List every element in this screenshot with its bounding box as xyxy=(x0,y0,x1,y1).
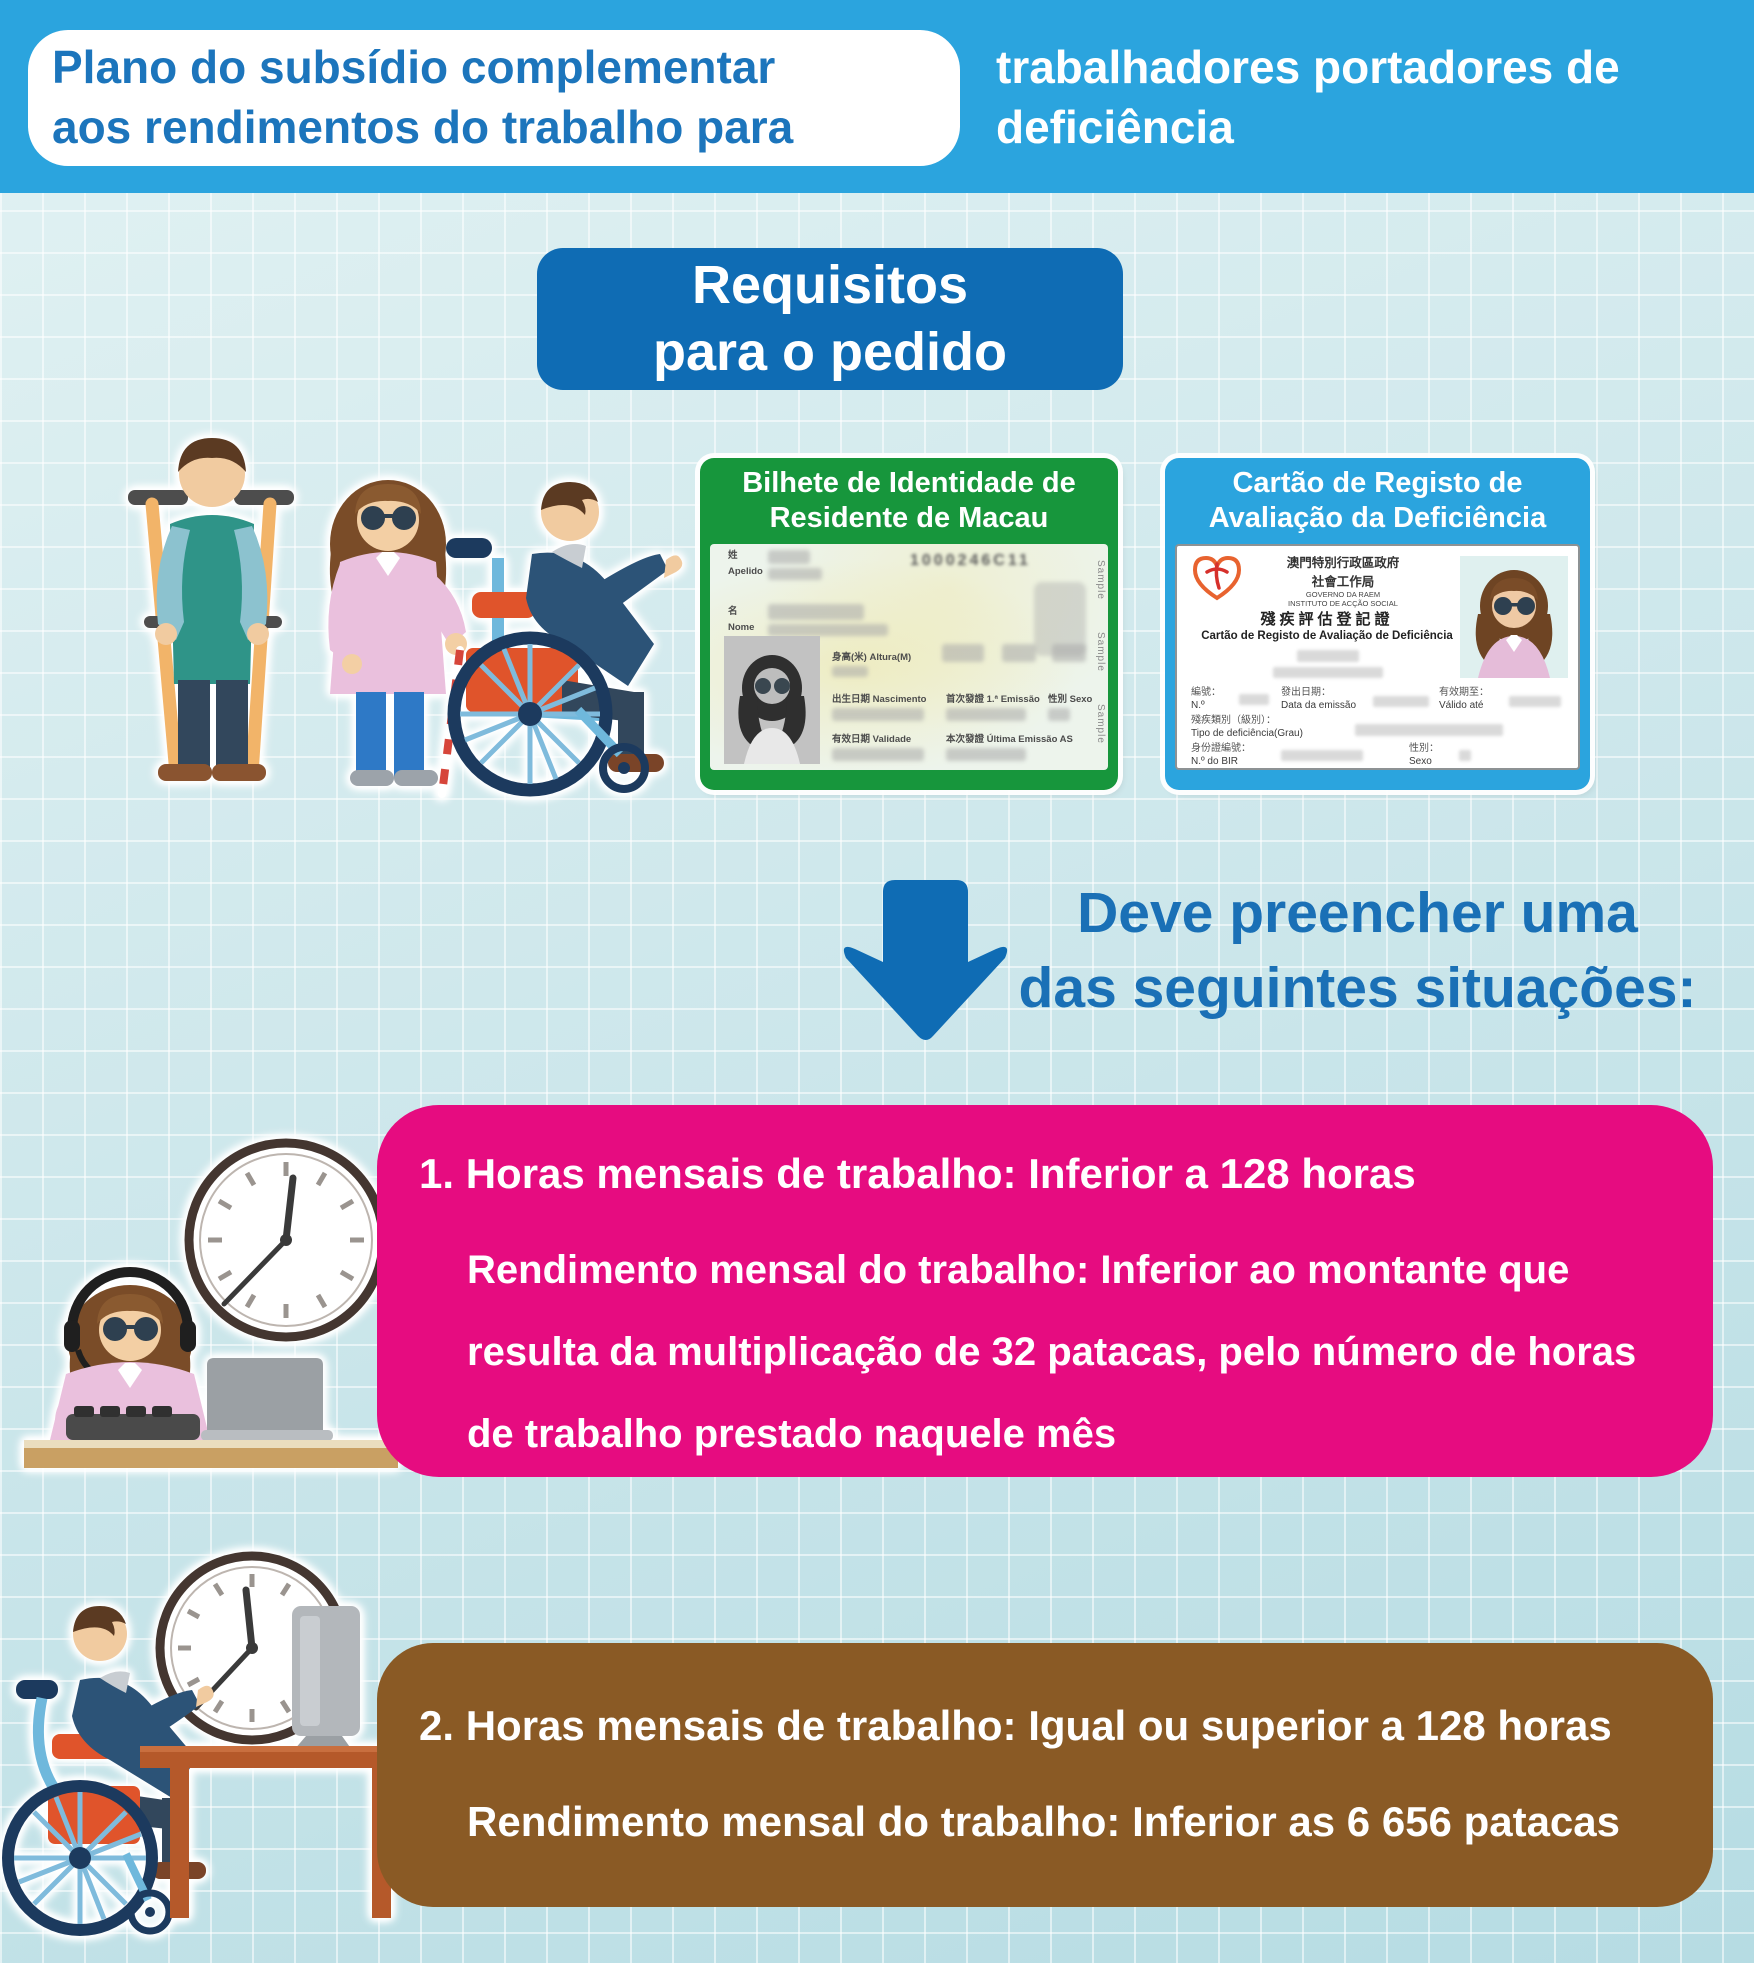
reg-photo-woman-dark-glasses xyxy=(1460,556,1568,678)
disability-card-title: Cartão de Registo de Avaliação da Defici… xyxy=(1165,458,1590,544)
bir-label-primeira-emissao: 首次發證 1.ª Emissão xyxy=(946,694,1040,705)
blurred-field xyxy=(768,568,822,580)
bir-label-sexo: 性別 Sexo xyxy=(1048,694,1093,705)
macau-id-card-sample: 姓 Apelido 1000246C11 名 Nome 身高(米) Altura… xyxy=(710,544,1108,770)
disability-card-sample: 澳門特別行政區政府 社會工作局 GOVERNO DA RAEM INSTITUT… xyxy=(1175,544,1580,770)
blurred-field xyxy=(942,644,984,662)
bir-label-ultima-emissao: 本次發證 Última Emissão AS xyxy=(946,734,1073,745)
reg-field-bir: 身份證編號： N.º do BIR xyxy=(1191,743,1251,767)
bir-label-nome: Nome xyxy=(728,622,755,633)
reg-field-sexo: 性別： Sexo xyxy=(1409,743,1439,767)
disabled-workers-illustration xyxy=(128,438,683,798)
blurred-field xyxy=(1509,696,1561,707)
reg-field-numero: 編號： N.º xyxy=(1191,687,1221,711)
gov-name-cn: 澳門特別行政區政府 xyxy=(1286,556,1400,570)
wheelchair-man-working-illustration xyxy=(2,1551,400,1936)
blurred-field xyxy=(1373,696,1429,707)
bir-label-apelido: Apelido xyxy=(728,566,763,577)
man-in-wheelchair xyxy=(2,1606,214,1936)
gov-header: 澳門特別行政區政府 社會工作局 GOVERNO DA RAEM INSTITUT… xyxy=(1243,552,1443,608)
computer-monitor-icon xyxy=(292,1606,360,1750)
situation-2-detail: Rendimento mensal do trabalho: Inferior … xyxy=(467,1798,1621,1846)
blurred-field xyxy=(1052,644,1086,662)
blurred-field xyxy=(1355,724,1503,736)
bir-label-apelido-cn: 姓 xyxy=(728,550,738,561)
blind-woman-illustration xyxy=(328,480,467,798)
disability-card-title-line1: Cartão de Registo de xyxy=(1232,466,1523,499)
down-arrow-icon xyxy=(843,880,1008,1040)
blurred-field xyxy=(768,604,864,620)
bir-label-altura: 身高(米) Altura(M) xyxy=(832,652,912,663)
bir-sample-watermark: Sample xyxy=(1095,560,1106,600)
bureau-name-cn: 社會工作局 xyxy=(1311,575,1375,589)
desk xyxy=(140,1746,400,1918)
disability-registration-card: Cartão de Registo de Avaliação da Defici… xyxy=(1165,458,1590,790)
bir-label-nascimento: 出生日期 Nascimento xyxy=(832,694,927,705)
blind-woman-working-illustration xyxy=(24,1138,398,1468)
blurred-field xyxy=(1002,644,1036,662)
gov-name-pt: GOVERNO DA RAEM xyxy=(1305,590,1381,599)
blurred-field xyxy=(1239,694,1269,705)
macau-id-card-title-line1: Bilhete de Identidade de xyxy=(742,466,1076,499)
requirements-badge-line1: Requisitos xyxy=(691,254,969,315)
bir-sample-watermark: Sample xyxy=(1095,704,1106,744)
reg-field-tipo: 殘疾類別（級別）： Tipo de deficiência(Grau) xyxy=(1191,715,1303,739)
blurred-field xyxy=(946,748,1026,761)
clock-icon xyxy=(184,1138,388,1342)
blurred-field xyxy=(768,550,810,564)
situation-1-number: 1. xyxy=(419,1150,455,1197)
note-line2: das seguintes situações: xyxy=(1018,956,1697,1021)
man-in-wheelchair-illustration xyxy=(446,482,683,797)
poster-title-right-line2: deficiência xyxy=(996,101,1234,153)
poster-title-right-line1: trabalhadores portadores de xyxy=(996,41,1620,94)
reg-card-name-pt: Cartão de Registo de Avaliação de Defici… xyxy=(1201,630,1453,642)
bir-label-nome-cn: 名 xyxy=(728,606,738,617)
poster-title-line2: aos rendimentos do trabalho para xyxy=(52,101,794,153)
macau-id-card: Bilhete de Identidade de Residente de Ma… xyxy=(700,458,1118,790)
bir-photo-woman-dark-glasses xyxy=(724,636,820,764)
requirements-badge: Requisitos para o pedido xyxy=(537,248,1123,390)
poster-title-line1: Plano do subsídio complementar xyxy=(52,41,776,94)
situation-1-box: 1. Horas mensais de trabalho: Inferior a… xyxy=(377,1105,1713,1477)
header-bar: Plano do subsídio complementar aos rendi… xyxy=(0,0,1754,193)
blurred-chip-hologram xyxy=(1034,582,1086,656)
bir-sample-watermark: Sample xyxy=(1095,632,1106,672)
situation-2-box: 2. Horas mensais de trabalho: Igual ou s… xyxy=(377,1643,1713,1907)
reg-field-emissao: 發出日期： Data da emissão xyxy=(1281,687,1357,711)
macau-id-card-title: Bilhete de Identidade de Residente de Ma… xyxy=(700,458,1118,544)
reg-field-valido: 有效期至： Válido até xyxy=(1439,687,1489,711)
bir-card-number: 1000246C11 xyxy=(910,552,1031,569)
blurred-field xyxy=(1048,708,1070,721)
man-with-crutches-illustration xyxy=(128,438,294,781)
blurred-name-cn xyxy=(1297,650,1359,662)
disability-card-title-line2: Avaliação da Deficiência xyxy=(1208,502,1547,534)
blurred-field xyxy=(768,624,888,636)
desk xyxy=(24,1440,398,1468)
note-line1: Deve preencher uma xyxy=(1077,881,1638,945)
fulfill-situations-note: Deve preencher uma das seguintes situaçõ… xyxy=(1000,876,1715,1026)
bir-label-validade: 有效日期 Validade xyxy=(832,734,912,745)
laptop-icon xyxy=(201,1358,333,1441)
reg-card-name-cn: 殘疾評估登記證 xyxy=(1260,611,1394,628)
situation-2-number: 2. xyxy=(419,1702,455,1749)
blurred-field xyxy=(1281,750,1363,761)
blurred-field xyxy=(832,748,924,761)
braille-keyboard-icon xyxy=(66,1406,200,1440)
poster-title-right: trabalhadores portadores de deficiência xyxy=(996,28,1736,168)
blurred-field xyxy=(832,708,924,721)
situation-1-headline: 1. Horas mensais de trabalho: Inferior a… xyxy=(419,1150,1416,1197)
blurred-field xyxy=(946,708,1026,721)
situation-2-headline: 2. Horas mensais de trabalho: Igual ou s… xyxy=(419,1702,1612,1749)
blurred-name-pt xyxy=(1273,667,1383,678)
macau-id-card-title-line2: Residente de Macau xyxy=(769,502,1049,534)
blurred-field xyxy=(1459,750,1471,761)
bureau-name-pt: INSTITUTO DE ACÇÃO SOCIAL xyxy=(1288,599,1398,608)
situation-1-detail: Rendimento mensal do trabalho: Inferior … xyxy=(467,1248,1637,1457)
ias-heart-logo xyxy=(1192,555,1242,601)
blurred-field xyxy=(832,666,868,677)
poster-title-box: Plano do subsídio complementar aos rendi… xyxy=(28,30,960,166)
requirements-badge-line2: para o pedido xyxy=(652,322,1008,382)
